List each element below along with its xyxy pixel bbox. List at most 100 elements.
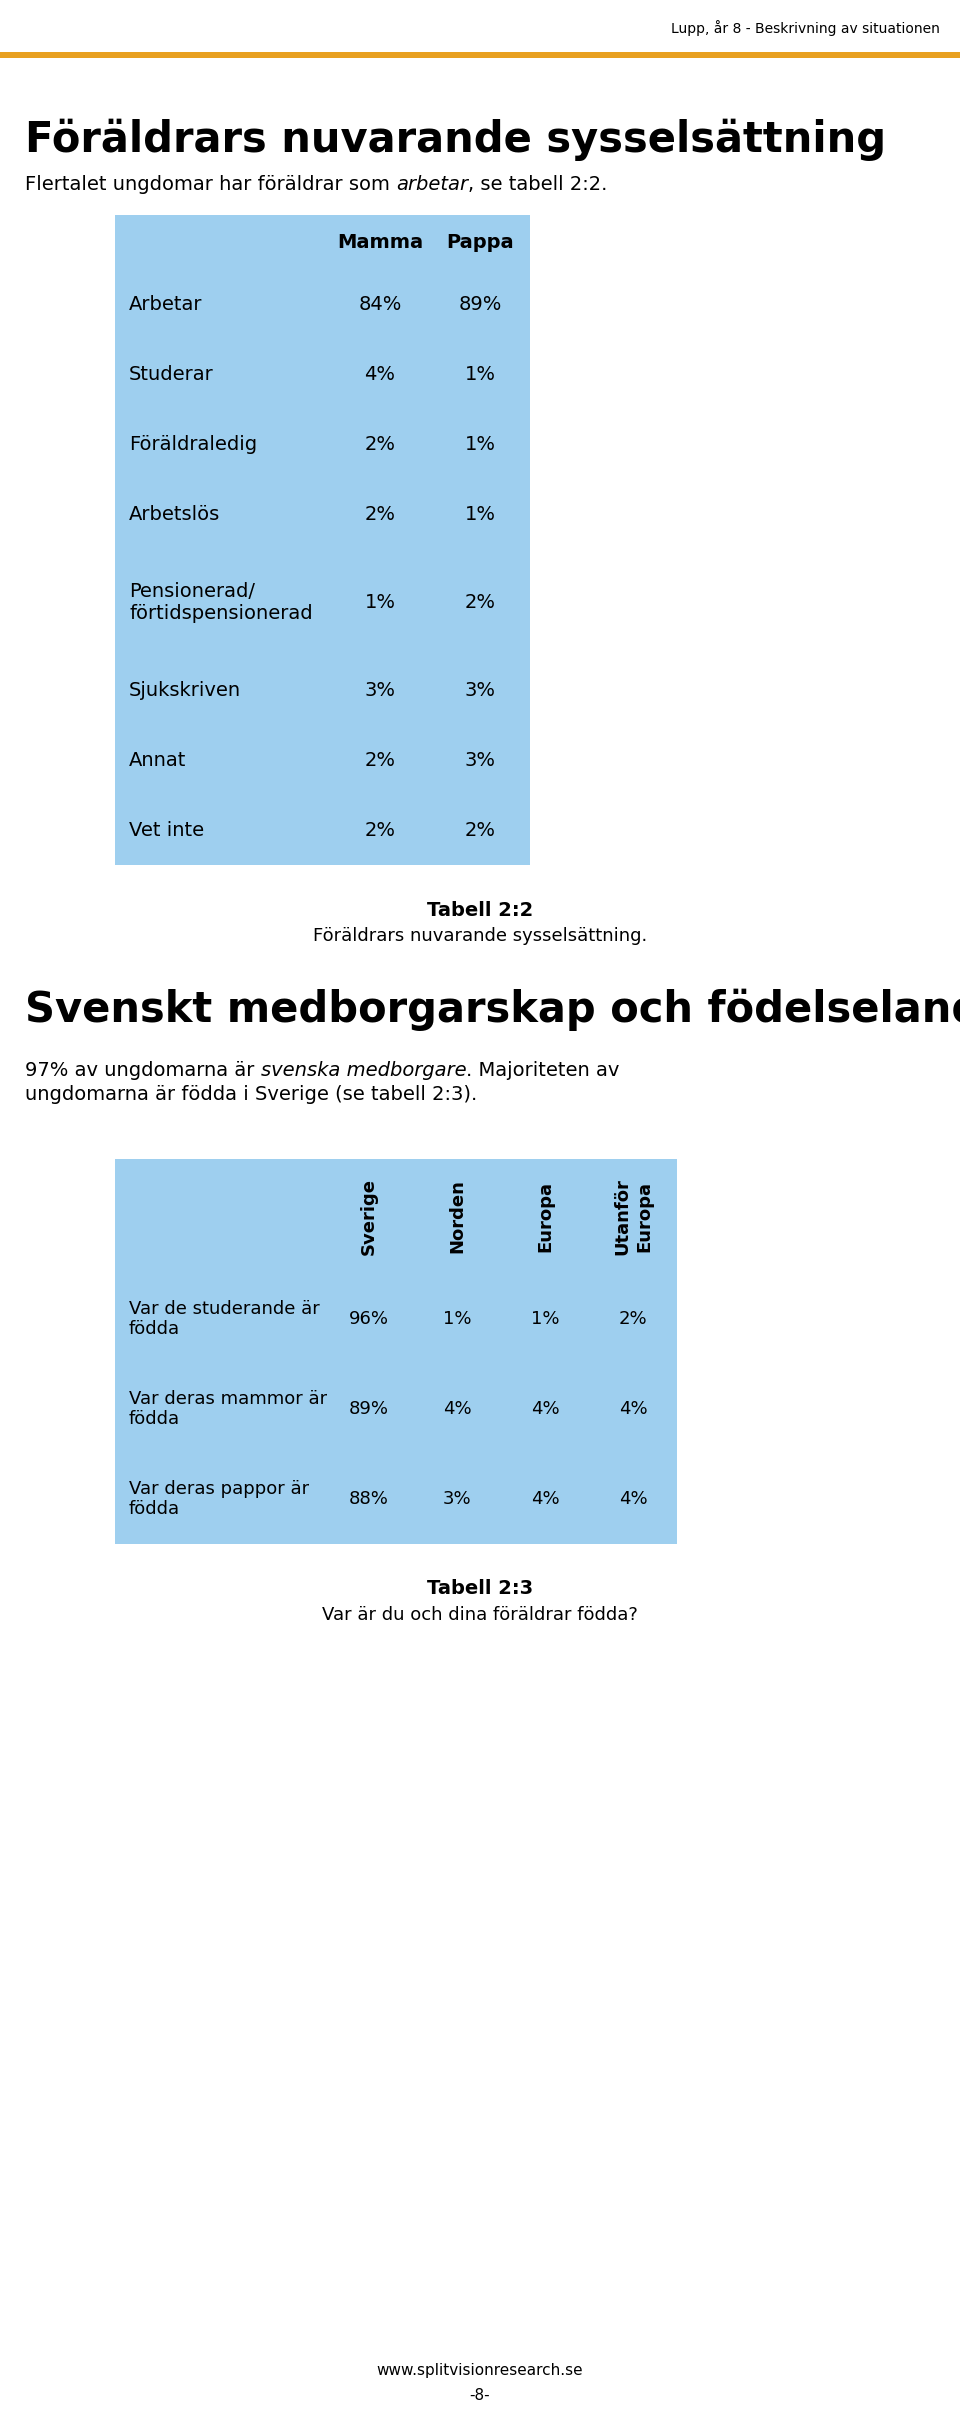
- Bar: [430, 550, 530, 654]
- Text: Flertalet ungdomar har föräldrar som: Flertalet ungdomar har föräldrar som: [25, 176, 396, 195]
- Text: 3%: 3%: [465, 680, 495, 700]
- Text: 3%: 3%: [365, 680, 396, 700]
- Text: Svenskt medborgarskap och födelseland: Svenskt medborgarskap och födelseland: [25, 989, 960, 1030]
- Text: Studerar: Studerar: [129, 364, 214, 384]
- Bar: [430, 724, 530, 794]
- Bar: [430, 270, 530, 340]
- Text: -8-: -8-: [469, 2386, 491, 2403]
- Bar: [115, 1158, 325, 1274]
- Text: 4%: 4%: [618, 1400, 647, 1419]
- Bar: [115, 1363, 325, 1455]
- Bar: [115, 215, 330, 270]
- Bar: [330, 794, 430, 864]
- Bar: [413, 1158, 501, 1274]
- Bar: [589, 1455, 677, 1544]
- Text: 2%: 2%: [465, 820, 495, 840]
- Text: 89%: 89%: [349, 1400, 389, 1419]
- Bar: [501, 1158, 589, 1274]
- Bar: [115, 1455, 677, 1457]
- Bar: [115, 270, 530, 275]
- Text: 4%: 4%: [531, 1400, 560, 1419]
- Bar: [115, 654, 530, 659]
- Text: 4%: 4%: [618, 1489, 647, 1508]
- Text: ungdomarna är födda i Sverige (se tabell 2:3).: ungdomarna är födda i Sverige (se tabell…: [25, 1083, 477, 1103]
- Text: Norden: Norden: [448, 1180, 466, 1252]
- Text: Föräldrars nuvarande sysselsättning: Föräldrars nuvarande sysselsättning: [25, 118, 886, 162]
- Bar: [501, 1363, 589, 1455]
- Text: 4%: 4%: [531, 1489, 560, 1508]
- Bar: [115, 724, 330, 794]
- Bar: [115, 480, 330, 550]
- Bar: [0, 53, 960, 58]
- Bar: [430, 215, 530, 270]
- Bar: [115, 410, 530, 415]
- Text: Europa: Europa: [536, 1180, 554, 1252]
- Bar: [330, 724, 430, 794]
- Bar: [115, 794, 530, 799]
- Text: 1%: 1%: [465, 434, 495, 454]
- Bar: [325, 1274, 413, 1363]
- Bar: [330, 270, 430, 340]
- Text: 1%: 1%: [465, 364, 495, 384]
- Text: 2%: 2%: [365, 504, 396, 524]
- Text: 2%: 2%: [365, 820, 396, 840]
- Text: Tabell 2:3: Tabell 2:3: [427, 1581, 533, 1597]
- Text: 2%: 2%: [465, 594, 495, 613]
- Bar: [330, 215, 430, 270]
- Text: 3%: 3%: [465, 750, 495, 770]
- Text: Lupp, år 8 - Beskrivning av situationen: Lupp, år 8 - Beskrivning av situationen: [671, 19, 940, 36]
- Bar: [115, 794, 330, 864]
- Text: Sverige: Sverige: [360, 1178, 378, 1255]
- Text: Var är du och dina föräldrar födda?: Var är du och dina föräldrar födda?: [322, 1607, 638, 1624]
- Bar: [325, 1158, 413, 1274]
- Bar: [115, 340, 530, 345]
- Bar: [413, 1455, 501, 1544]
- Text: 4%: 4%: [365, 364, 396, 384]
- Text: 89%: 89%: [458, 294, 502, 314]
- Bar: [430, 654, 530, 724]
- Bar: [413, 1274, 501, 1363]
- Bar: [430, 794, 530, 864]
- Text: 2%: 2%: [365, 750, 396, 770]
- Bar: [115, 1274, 677, 1279]
- Text: 97% av ungdomarna är: 97% av ungdomarna är: [25, 1059, 260, 1079]
- Bar: [115, 550, 530, 555]
- Text: 4%: 4%: [443, 1400, 471, 1419]
- Bar: [115, 550, 330, 654]
- Bar: [325, 1363, 413, 1455]
- Bar: [325, 1455, 413, 1544]
- Text: 88%: 88%: [349, 1489, 389, 1508]
- Text: . Majoriteten av: . Majoriteten av: [467, 1059, 619, 1079]
- Bar: [115, 654, 330, 724]
- Text: 2%: 2%: [365, 434, 396, 454]
- Bar: [430, 480, 530, 550]
- Text: 2%: 2%: [618, 1310, 647, 1327]
- Text: svenska medborgare: svenska medborgare: [260, 1059, 467, 1079]
- Text: Pensionerad/
förtidspensionerad: Pensionerad/ förtidspensionerad: [129, 582, 313, 623]
- Text: 1%: 1%: [365, 594, 396, 613]
- Bar: [589, 1158, 677, 1274]
- Text: 84%: 84%: [358, 294, 401, 314]
- Text: Var deras pappor är
födda: Var deras pappor är födda: [129, 1479, 309, 1518]
- Text: 1%: 1%: [443, 1310, 471, 1327]
- Text: 3%: 3%: [443, 1489, 471, 1508]
- Text: www.splitvisionresearch.se: www.splitvisionresearch.se: [376, 2362, 584, 2377]
- Bar: [115, 340, 330, 410]
- Text: Utanför
Europa: Utanför Europa: [612, 1178, 653, 1255]
- Bar: [330, 654, 430, 724]
- Text: Vet inte: Vet inte: [129, 820, 204, 840]
- Bar: [115, 410, 330, 480]
- Text: Sjukskriven: Sjukskriven: [129, 680, 241, 700]
- Bar: [430, 340, 530, 410]
- Text: 96%: 96%: [349, 1310, 389, 1327]
- Text: Pappa: Pappa: [446, 234, 514, 251]
- Text: Arbetslös: Arbetslös: [129, 504, 220, 524]
- Text: Var de studerande är
födda: Var de studerande är födda: [129, 1301, 320, 1339]
- Text: Arbetar: Arbetar: [129, 294, 203, 314]
- Bar: [330, 550, 430, 654]
- Bar: [330, 340, 430, 410]
- Bar: [115, 480, 530, 485]
- Text: Tabell 2:2: Tabell 2:2: [427, 900, 533, 919]
- Bar: [330, 480, 430, 550]
- Bar: [589, 1363, 677, 1455]
